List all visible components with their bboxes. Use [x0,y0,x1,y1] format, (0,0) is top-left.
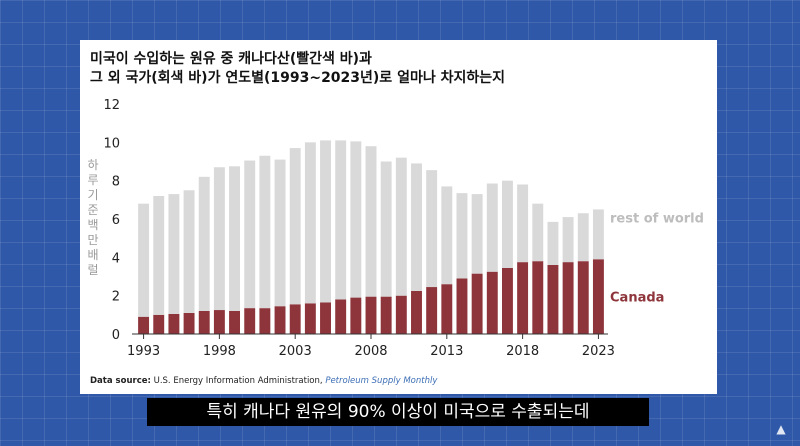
bar-rest-of-world [395,157,407,296]
x-tick-label: 1993 [127,344,160,359]
bar-canada [304,303,316,334]
y-tick-label: 0 [112,328,120,343]
bar-canada [456,278,468,334]
bar-canada [380,296,392,335]
bar-canada [259,308,271,335]
stacked-bar-chart: 0 2 4 6 8 10 12 1993 1998 2003 2008 2013 2018 2023 Can… [103,98,704,359]
bar-rest-of-world [229,166,241,311]
x-tick-label: 1998 [203,344,236,359]
bar-rest-of-world [350,141,362,298]
graduation-cap-icon: ▲ [776,422,786,436]
chart-title-line-2: 그 외 국가(회색 바)가 연도별(1993~2023년)로 얼마나 차지하는지 [90,70,505,86]
bar-canada [547,265,559,334]
bar-canada [244,308,256,335]
bar-rest-of-world [153,196,165,315]
data-source: Data source: U.S. Energy Information Adm… [90,376,437,386]
bar-canada [229,311,241,334]
bar-canada [532,261,544,334]
bar-canada [335,299,347,334]
y-tick-label: 6 [112,213,120,228]
x-tick-label: 2018 [506,344,539,359]
bar-canada [426,287,438,334]
bar-canada [274,306,286,334]
data-source-publication: Petroleum Supply Monthly [325,376,438,386]
bar-canada [411,290,422,335]
x-tick-label: 2013 [430,344,463,359]
bar-canada [168,313,180,335]
bar-rest-of-world [168,194,180,314]
y-axis-label: 하루 기준 백만배럴 [87,158,99,277]
bar-canada [395,295,407,334]
bar-canada [501,267,513,335]
bar-canada [213,310,225,334]
bar-rest-of-world [320,140,331,303]
bar-rest-of-world [380,161,392,297]
data-source-label: Data source: [90,376,151,386]
bar-canada [471,273,483,335]
y-tick-label: 8 [112,175,120,190]
bar-rest-of-world [365,146,377,297]
y-tick-label: 12 [103,98,120,113]
bar-canada [562,262,574,335]
bar-canada [441,284,453,334]
chart-title: 미국이 수입하는 원유 중 캐나다산(빨간색 바)과 그 외 국가(회색 바)가… [90,50,505,88]
bar-canada [138,316,150,334]
legend-label-rest-of-world: rest of world [610,211,704,226]
bar-rest-of-world [259,155,271,309]
bar-rest-of-world [517,184,529,263]
bar-rest-of-world [456,193,468,279]
bar-canada [289,304,301,334]
bar-rest-of-world [471,194,483,274]
bar-canada [350,297,362,334]
y-tick-label: 4 [112,251,120,266]
bar-rest-of-world [213,167,225,311]
bar-rest-of-world [335,140,347,300]
bar-rest-of-world [289,148,301,305]
bar-rest-of-world [441,186,453,285]
bar-canada [365,296,377,335]
bar-rest-of-world [486,183,498,272]
bar-rest-of-world [577,213,589,262]
y-tick-label: 10 [103,136,120,151]
bar-rest-of-world [198,176,210,311]
bar-rest-of-world [547,221,559,266]
chart-card: 미국이 수입하는 원유 중 캐나다산(빨간색 바)과 그 외 국가(회색 바)가… [80,40,717,394]
bar-canada [592,259,604,334]
bar-rest-of-world [592,209,604,260]
x-tick-label: 2003 [279,344,312,359]
bar-canada [486,271,498,334]
x-tick-label: 2023 [582,344,615,359]
bar-canada [183,312,195,334]
bar-rest-of-world [532,203,544,262]
bar-rest-of-world [183,190,195,313]
y-tick-label: 2 [112,290,120,305]
bar-rest-of-world [501,180,513,268]
bar-canada [198,311,210,334]
data-source-text: U.S. Energy Information Administration, [150,376,326,386]
bar-rest-of-world [562,217,574,263]
bar-rest-of-world [138,203,150,317]
bar-rest-of-world [304,142,316,304]
legend-label-canada: Canada [610,291,664,306]
bar-rest-of-world [244,160,256,309]
bar-canada [153,314,165,334]
bar-rest-of-world [426,170,438,288]
x-tick-label: 2008 [354,344,387,359]
bar-canada [517,262,529,335]
bar-canada [320,302,331,335]
video-subtitle: 특히 캐나다 원유의 90% 이상이 미국으로 수출되는데 [147,398,649,426]
bar-rest-of-world [411,163,422,291]
bar-rest-of-world [274,159,286,307]
chart-title-line-1: 미국이 수입하는 원유 중 캐나다산(빨간색 바)과 [90,51,372,67]
bar-canada [577,261,589,334]
